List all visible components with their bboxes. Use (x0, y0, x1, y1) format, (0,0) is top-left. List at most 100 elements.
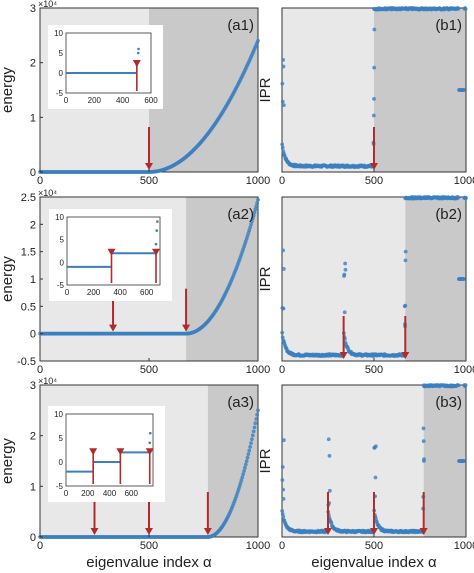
x-tick-label: 500 (140, 175, 158, 187)
x-tick-label: 500 (140, 364, 158, 376)
inset-x-tick: 600 (144, 96, 158, 105)
data-point (463, 383, 468, 388)
y-tick-label: 0 (30, 167, 36, 179)
y-tick-label: 2 (30, 431, 36, 443)
data-point (251, 429, 256, 434)
arrow-marker (182, 288, 191, 332)
region-light (282, 8, 374, 172)
data-point (372, 27, 377, 32)
x-axis-label: eigenvalue index α (86, 554, 212, 571)
data-point (252, 425, 257, 430)
y-tick-label: 2.5 (21, 192, 36, 204)
data-point (373, 475, 378, 480)
data-point (241, 472, 246, 477)
inset-point (136, 51, 140, 55)
y-axis-label: IPR (257, 77, 274, 102)
data-point (246, 452, 251, 457)
data-point (247, 228, 252, 233)
panel-label: (b3) (435, 394, 462, 411)
data-point (255, 201, 260, 205)
data-point (456, 383, 461, 388)
inset-point (156, 220, 159, 223)
x-tick-label: 1000 (454, 540, 474, 552)
data-point (280, 478, 285, 482)
data-point (280, 99, 285, 104)
inset-y-tick: 0 (59, 458, 64, 467)
data-point (371, 113, 376, 118)
inset-arrow (107, 248, 116, 283)
arrow-marker (370, 492, 378, 535)
panel-a2: 0 500 1000-0.500.511.522.5 ×10⁴(a2)energy 0 2… (0, 188, 270, 376)
x-tick-label: 0 (279, 540, 285, 552)
x-axis-label: eigenvalue index α (311, 554, 437, 571)
data-point (281, 64, 286, 69)
panel-label: (b2) (435, 206, 462, 223)
y-axis-label: energy (0, 438, 16, 484)
data-series (38, 408, 260, 539)
data-point (281, 514, 286, 519)
data-point (281, 487, 286, 492)
data-point (240, 475, 245, 480)
data-point (421, 426, 426, 431)
inset-y-tick: 10 (54, 410, 63, 419)
data-point (250, 433, 255, 438)
data-point (248, 444, 253, 449)
data-point (373, 444, 378, 449)
data-point (329, 521, 334, 526)
x-tick-label: 0 (37, 175, 43, 187)
data-series (280, 195, 468, 358)
inset-point (148, 431, 152, 435)
inset-y-tick: 5 (59, 434, 64, 443)
y-axis-label: IPR (257, 266, 274, 291)
x-tick-label: 1000 (246, 540, 270, 552)
panel-label: (a2) (227, 206, 254, 223)
data-point (250, 216, 255, 221)
data-point (421, 439, 426, 444)
inset-arrow (89, 448, 98, 484)
inset-y-tick: 10 (54, 29, 63, 38)
y-tick-label: 2 (30, 219, 36, 231)
data-point (280, 509, 285, 513)
region-dark (405, 197, 466, 361)
arrow-marker (401, 316, 410, 359)
panel-label: (b1) (435, 17, 462, 34)
data-point (247, 448, 252, 453)
data-point (280, 81, 285, 86)
region-dark (186, 197, 258, 361)
data-point (281, 497, 286, 501)
data-point (461, 277, 466, 281)
region-light (282, 385, 424, 537)
data-point (342, 310, 347, 315)
data-point (281, 58, 286, 62)
data-point (238, 481, 243, 486)
y-tick-label: 1 (30, 481, 36, 493)
inset-y-tick: 10 (55, 213, 64, 222)
data-point (281, 248, 286, 253)
x-tick-label: 1000 (454, 175, 474, 187)
x-tick-label: 1000 (246, 175, 270, 187)
x-tick-label: 0 (279, 364, 285, 376)
data-point (254, 204, 259, 209)
data-point (372, 65, 377, 70)
panel-b3: 0 500 1000 (b3) IPR eigenvalue index α (257, 383, 474, 571)
panel-label: (a1) (227, 17, 254, 34)
inset-x-tick: 200 (88, 96, 102, 105)
y-tick-label: 2 (30, 58, 36, 70)
x-tick-label: 1000 (454, 364, 474, 376)
data-point (462, 88, 466, 92)
data-point (256, 408, 260, 413)
x-tick-label: 0 (37, 540, 43, 552)
data-point (252, 210, 257, 215)
data-point (280, 465, 285, 469)
data-point (244, 459, 249, 464)
data-point (342, 272, 347, 277)
x-tick-label: 500 (140, 540, 158, 552)
data-series (38, 197, 260, 336)
x-tick-label: 0 (37, 364, 43, 376)
data-point (281, 267, 286, 271)
data-point (463, 7, 468, 11)
data-point (343, 267, 348, 272)
inset-y-tick: -5 (56, 482, 64, 491)
data-point (464, 196, 468, 200)
